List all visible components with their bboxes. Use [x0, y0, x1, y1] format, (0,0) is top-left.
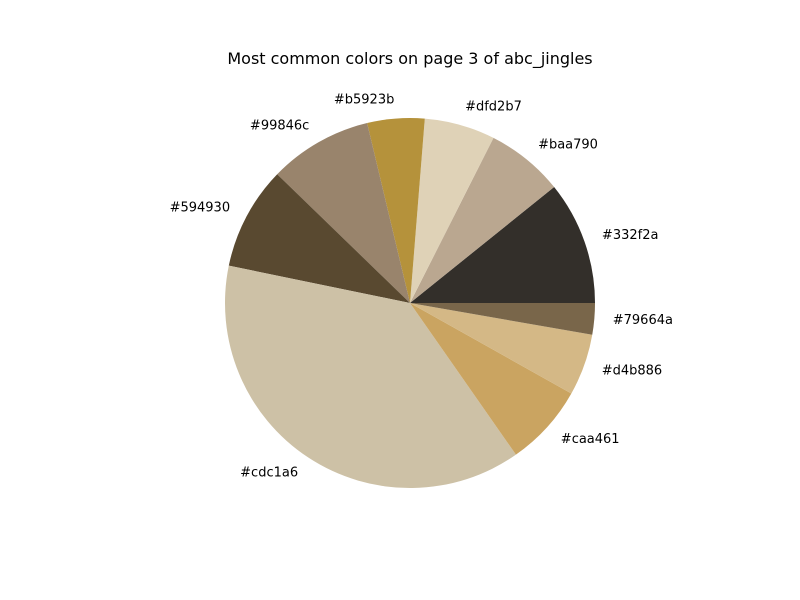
pie-slice-dfd2b7: [410, 118, 494, 303]
pie-label-dfd2b7: #dfd2b7: [465, 100, 522, 115]
pie-slice-caa461: [410, 303, 572, 455]
pie-slice-baa790: [410, 137, 555, 303]
pie-label-cdc1a6: #cdc1a6: [240, 465, 298, 480]
pie-labels: #332f2a #baa790 #dfd2b7 #b5923b #99846c #5949…: [170, 93, 673, 481]
pie-label-baa790: #baa790: [538, 137, 598, 152]
pie-label-d4b886: #d4b886: [602, 364, 662, 379]
pie-slice-cdc1a6: [225, 265, 516, 489]
pie-label-79664a: #79664a: [613, 313, 673, 328]
pie-slice-b5923b: [367, 117, 425, 304]
pie-slice-79664a: [410, 303, 595, 335]
pie-label-b5923b: #b5923b: [334, 93, 394, 108]
chart-title: Most common colors on page 3 of abc_jing…: [227, 49, 592, 69]
pie-label-332f2a: #332f2a: [602, 228, 659, 243]
pie-slice-d4b886: [410, 303, 593, 394]
pie-slice-99846c: [277, 123, 410, 303]
pie-slice-332f2a: [410, 187, 595, 303]
pie-label-594930: #594930: [170, 200, 231, 215]
pie-slices: [225, 117, 595, 489]
pie-slice-594930: [228, 174, 410, 303]
pie-label-caa461: #caa461: [561, 432, 620, 447]
pie-label-99846c: #99846c: [250, 119, 309, 134]
